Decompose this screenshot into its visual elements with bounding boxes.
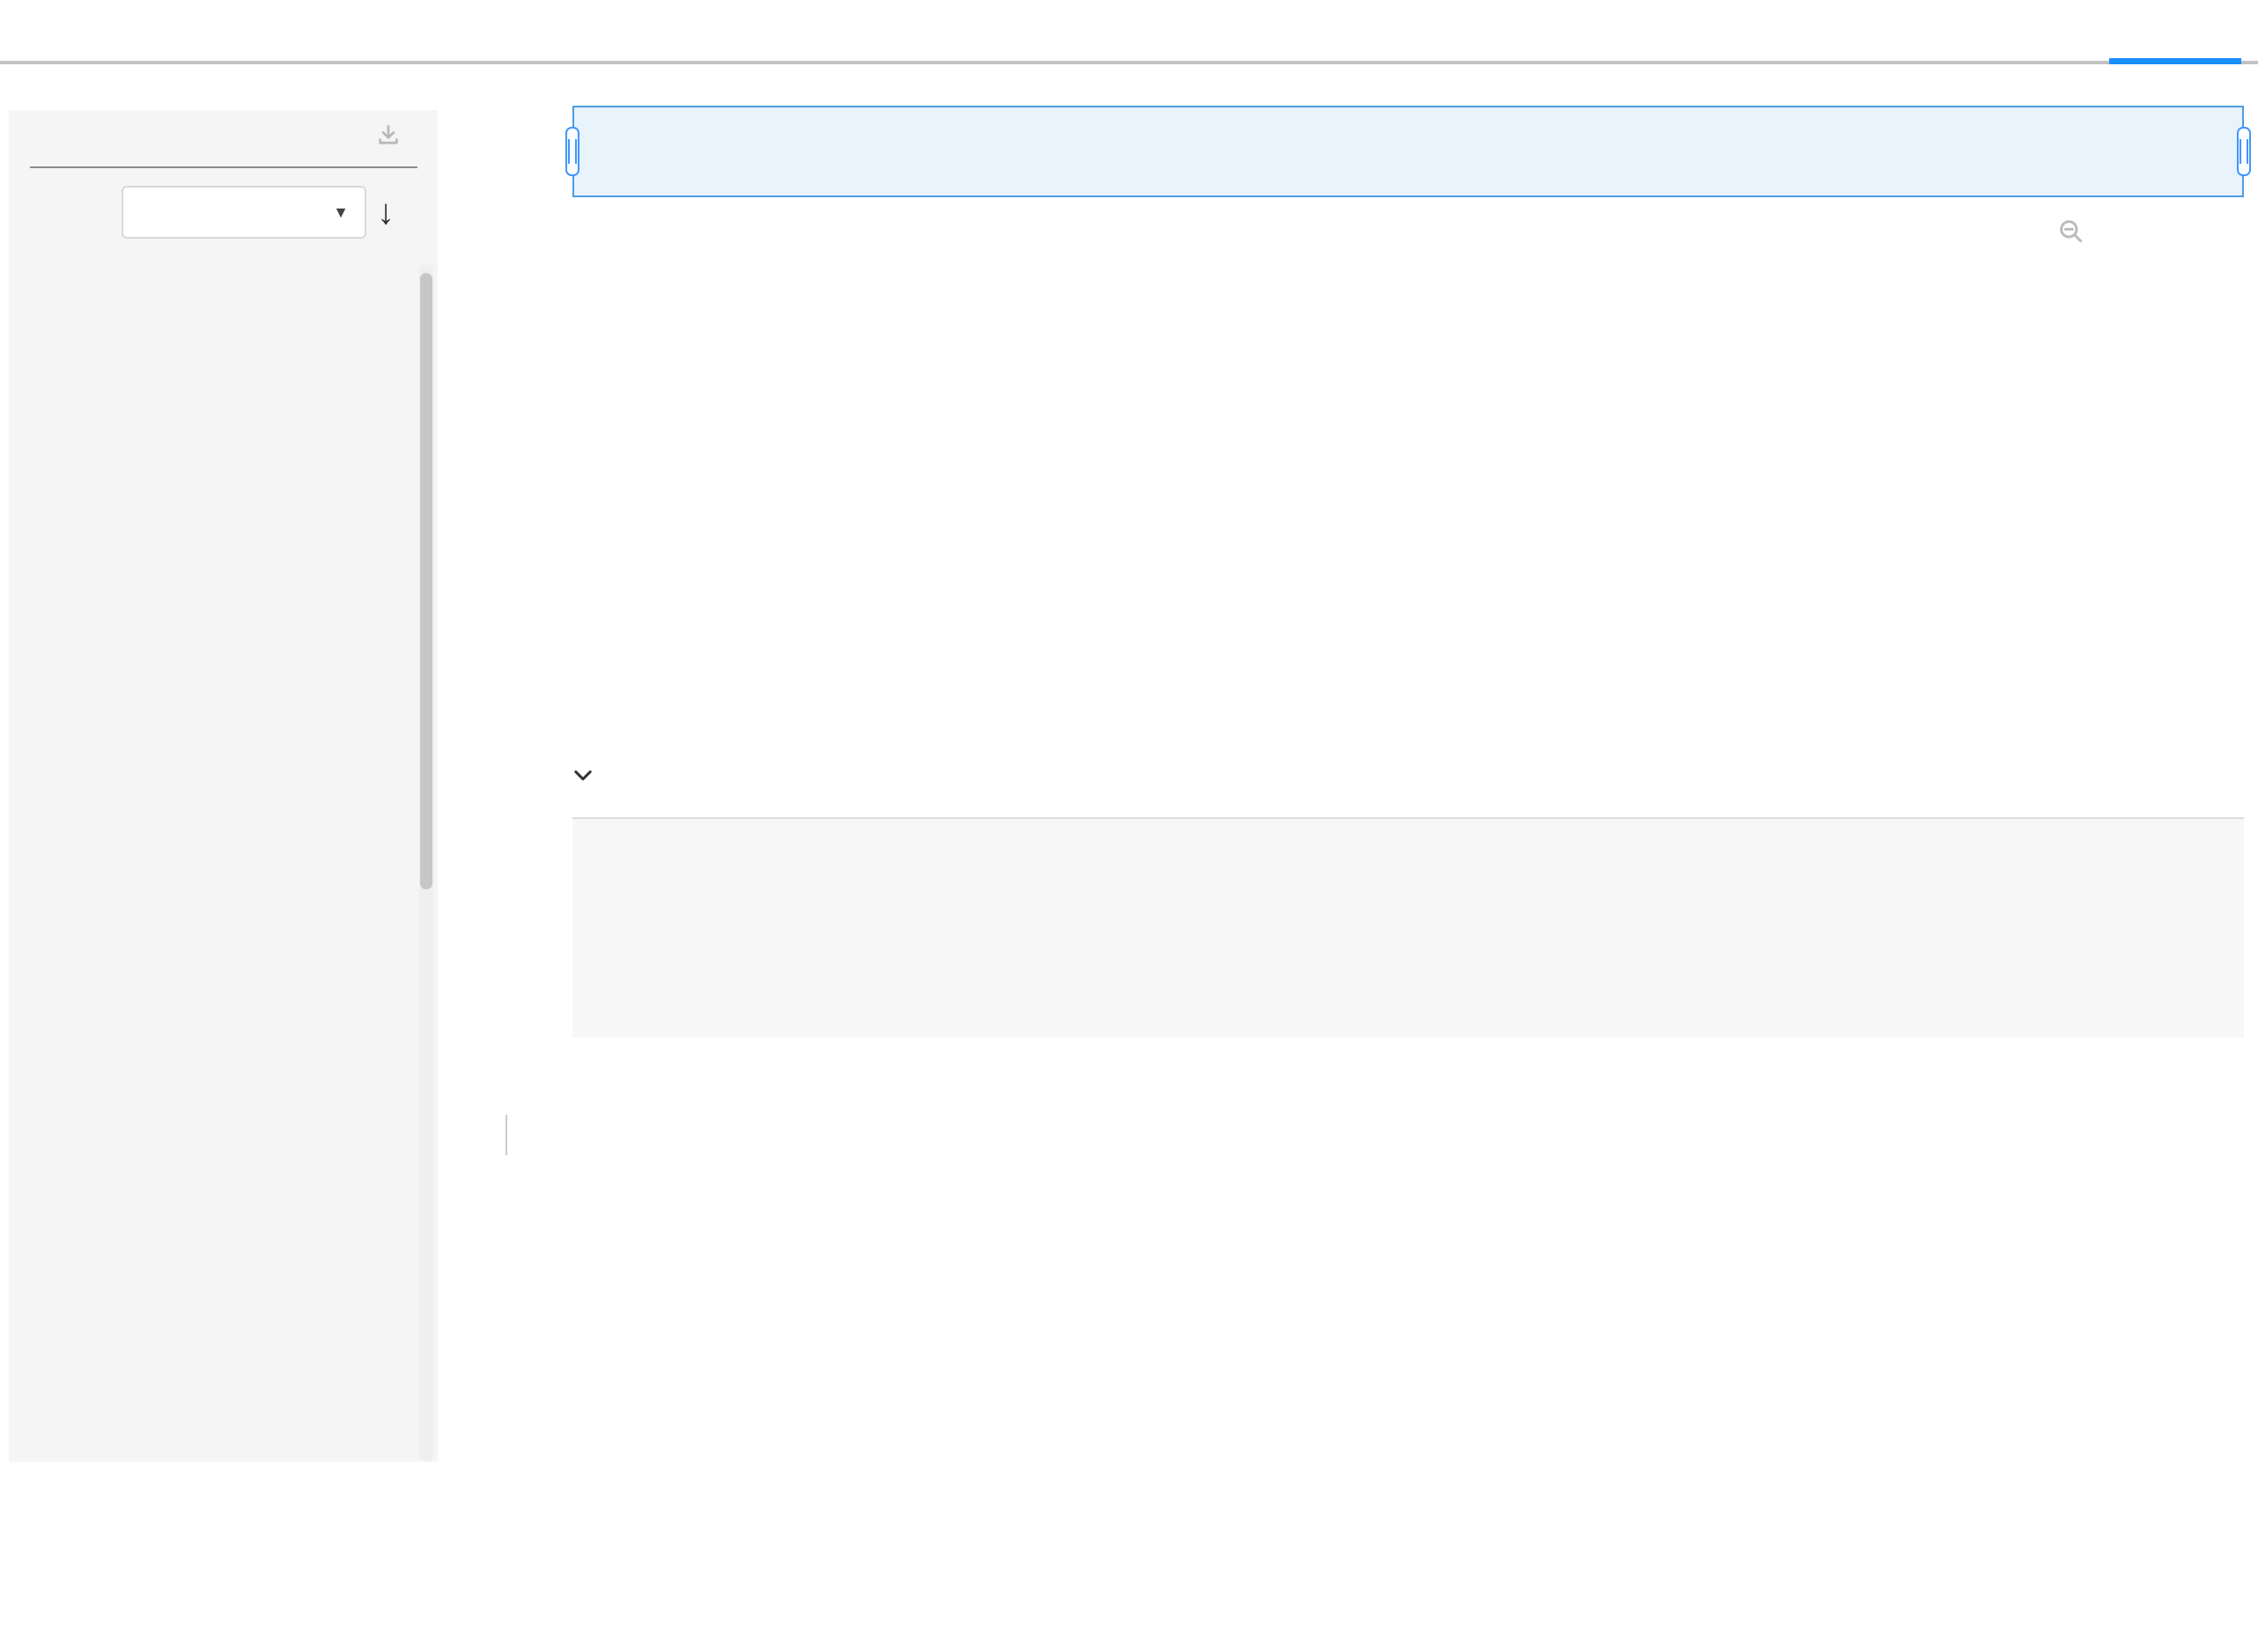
meta-divider (505, 1115, 507, 1155)
executors-header (9, 110, 438, 166)
sort-direction-button[interactable]: ↓ (377, 193, 395, 232)
reset-zoom-button[interactable] (2052, 217, 2101, 247)
time-range-brush[interactable] (565, 106, 2251, 197)
active-tab-indicator (2109, 58, 2241, 64)
executor-list (9, 264, 438, 1462)
executor-meta (476, 1115, 537, 1155)
executors-panel: ▼ ↓ (9, 110, 438, 1462)
download-icon (379, 125, 398, 144)
jobs-timeline (572, 817, 2244, 1037)
chevron-down-icon (574, 770, 592, 781)
brush-handle-right[interactable] (2237, 127, 2251, 176)
grip-icon (2240, 139, 2248, 164)
scrollbar-thumb[interactable] (420, 273, 432, 889)
header-divider (0, 61, 2258, 64)
sort-row: ▼ ↓ (9, 179, 438, 249)
total-memory-chart[interactable] (493, 291, 2258, 740)
sort-select[interactable]: ▼ (122, 186, 366, 239)
jobs-section-toggle[interactable] (571, 763, 604, 787)
brush-mini-chart (574, 107, 2242, 195)
executor-memory-chart[interactable] (476, 1238, 2258, 1652)
header (0, 0, 2258, 66)
grip-icon (568, 139, 577, 164)
brush-handle-left[interactable] (565, 127, 579, 176)
scrollbar-track[interactable] (419, 264, 433, 1462)
caret-down-icon: ▼ (333, 203, 349, 221)
logs-button[interactable] (371, 122, 415, 149)
zoom-out-icon (2060, 220, 2083, 243)
sidebar-divider (30, 166, 417, 168)
